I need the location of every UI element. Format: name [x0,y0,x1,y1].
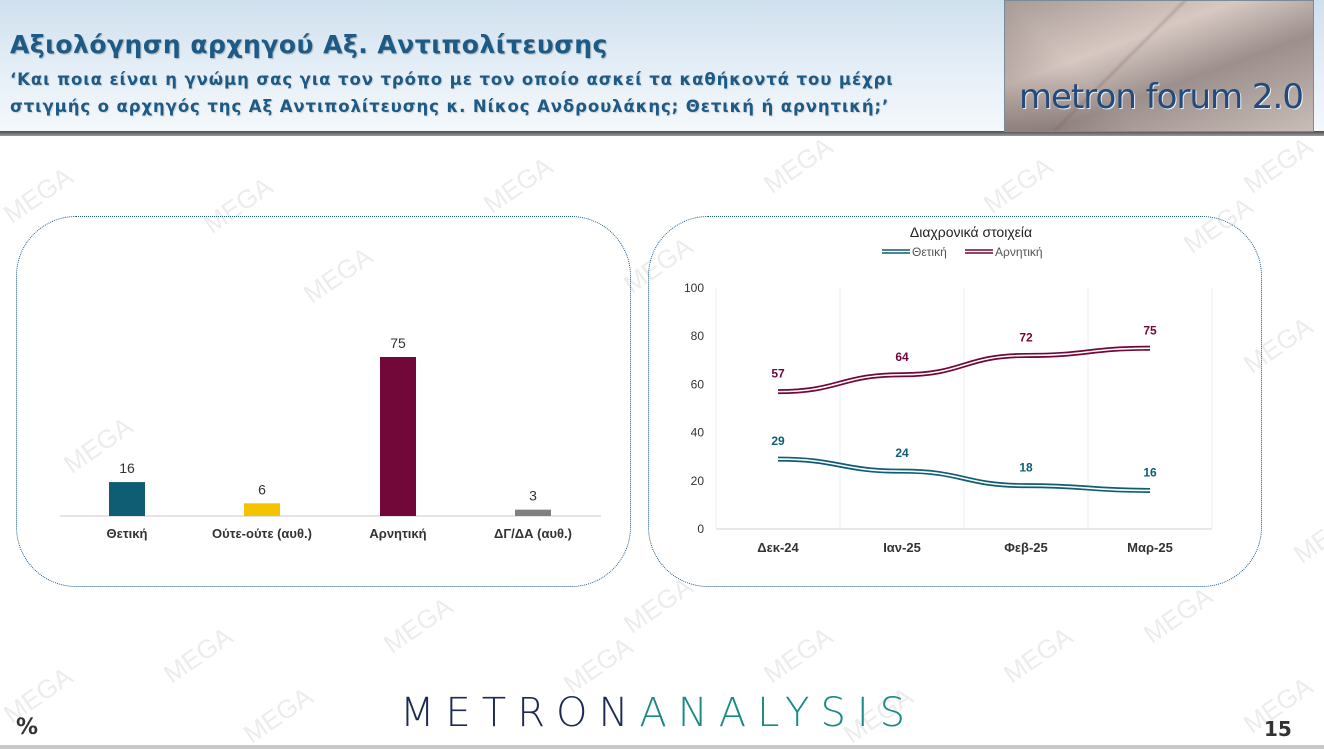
forum-logo-text: metron forum 2.0 [1018,77,1304,117]
bar-value-label: 3 [529,488,537,504]
x-tick-label: Δεκ-24 [757,540,799,555]
brand-part-1: METRON [400,690,640,736]
legend-label: Θετική [912,245,947,259]
y-tick-label: 100 [684,281,704,295]
bar [515,509,551,516]
bar-value-label: 16 [119,460,135,476]
line-data-label: 57 [771,367,785,381]
y-tick-label: 0 [697,522,704,536]
line-data-label: 29 [771,434,785,448]
line-data-label: 75 [1143,323,1157,337]
line-chart-panel [648,216,1262,587]
bar-value-label: 6 [258,481,266,497]
bar [244,503,280,516]
series-line-highlight [777,458,1151,492]
line-chart-title: Διαχρονικά στοιχεία [910,224,1032,240]
bar-category-label: Θετική [107,526,148,541]
bottom-divider [0,745,1324,749]
page-number: 15 [1264,717,1292,741]
line-data-label: 16 [1143,465,1157,479]
bar [380,357,416,516]
forum-logo: metron forum 2.0 [1004,0,1314,132]
y-tick-label: 80 [691,329,705,343]
brand-part-2: ANALYSIS [639,690,917,736]
line-data-label: 64 [895,350,909,364]
page-title: Αξιολόγηση αρχηγού Αξ. Αντιπολίτευσης [10,30,608,59]
header-divider [0,131,1324,136]
bar-category-label: Αρνητική [369,526,426,541]
series-line-highlight [777,347,1151,393]
x-tick-label: Μαρ-25 [1127,540,1173,555]
bar-category-label: Ούτε-ούτε (αυθ.) [212,526,312,541]
line-data-label: 24 [895,446,909,460]
metron-analysis-logo: METRONANALYSIS [400,690,916,736]
unit-label: % [16,715,39,740]
y-tick-label: 60 [691,377,705,391]
bar [109,482,145,516]
question-text: ‘Και ποια είναι η γνώμη σας για τον τρόπ… [10,70,894,116]
x-tick-label: Φεβ-25 [1004,540,1048,555]
line-data-label: 18 [1019,461,1033,475]
bar-chart-panel [16,216,631,587]
bar-value-label: 75 [390,335,406,351]
line-data-label: 72 [1019,330,1033,344]
y-tick-label: 20 [691,474,705,488]
x-tick-label: Ιαν-25 [883,540,921,555]
y-tick-label: 40 [691,426,705,440]
bar-category-label: ΔΓ/ΔΑ (αυθ.) [494,526,572,541]
legend-label: Αρνητική [995,245,1043,259]
